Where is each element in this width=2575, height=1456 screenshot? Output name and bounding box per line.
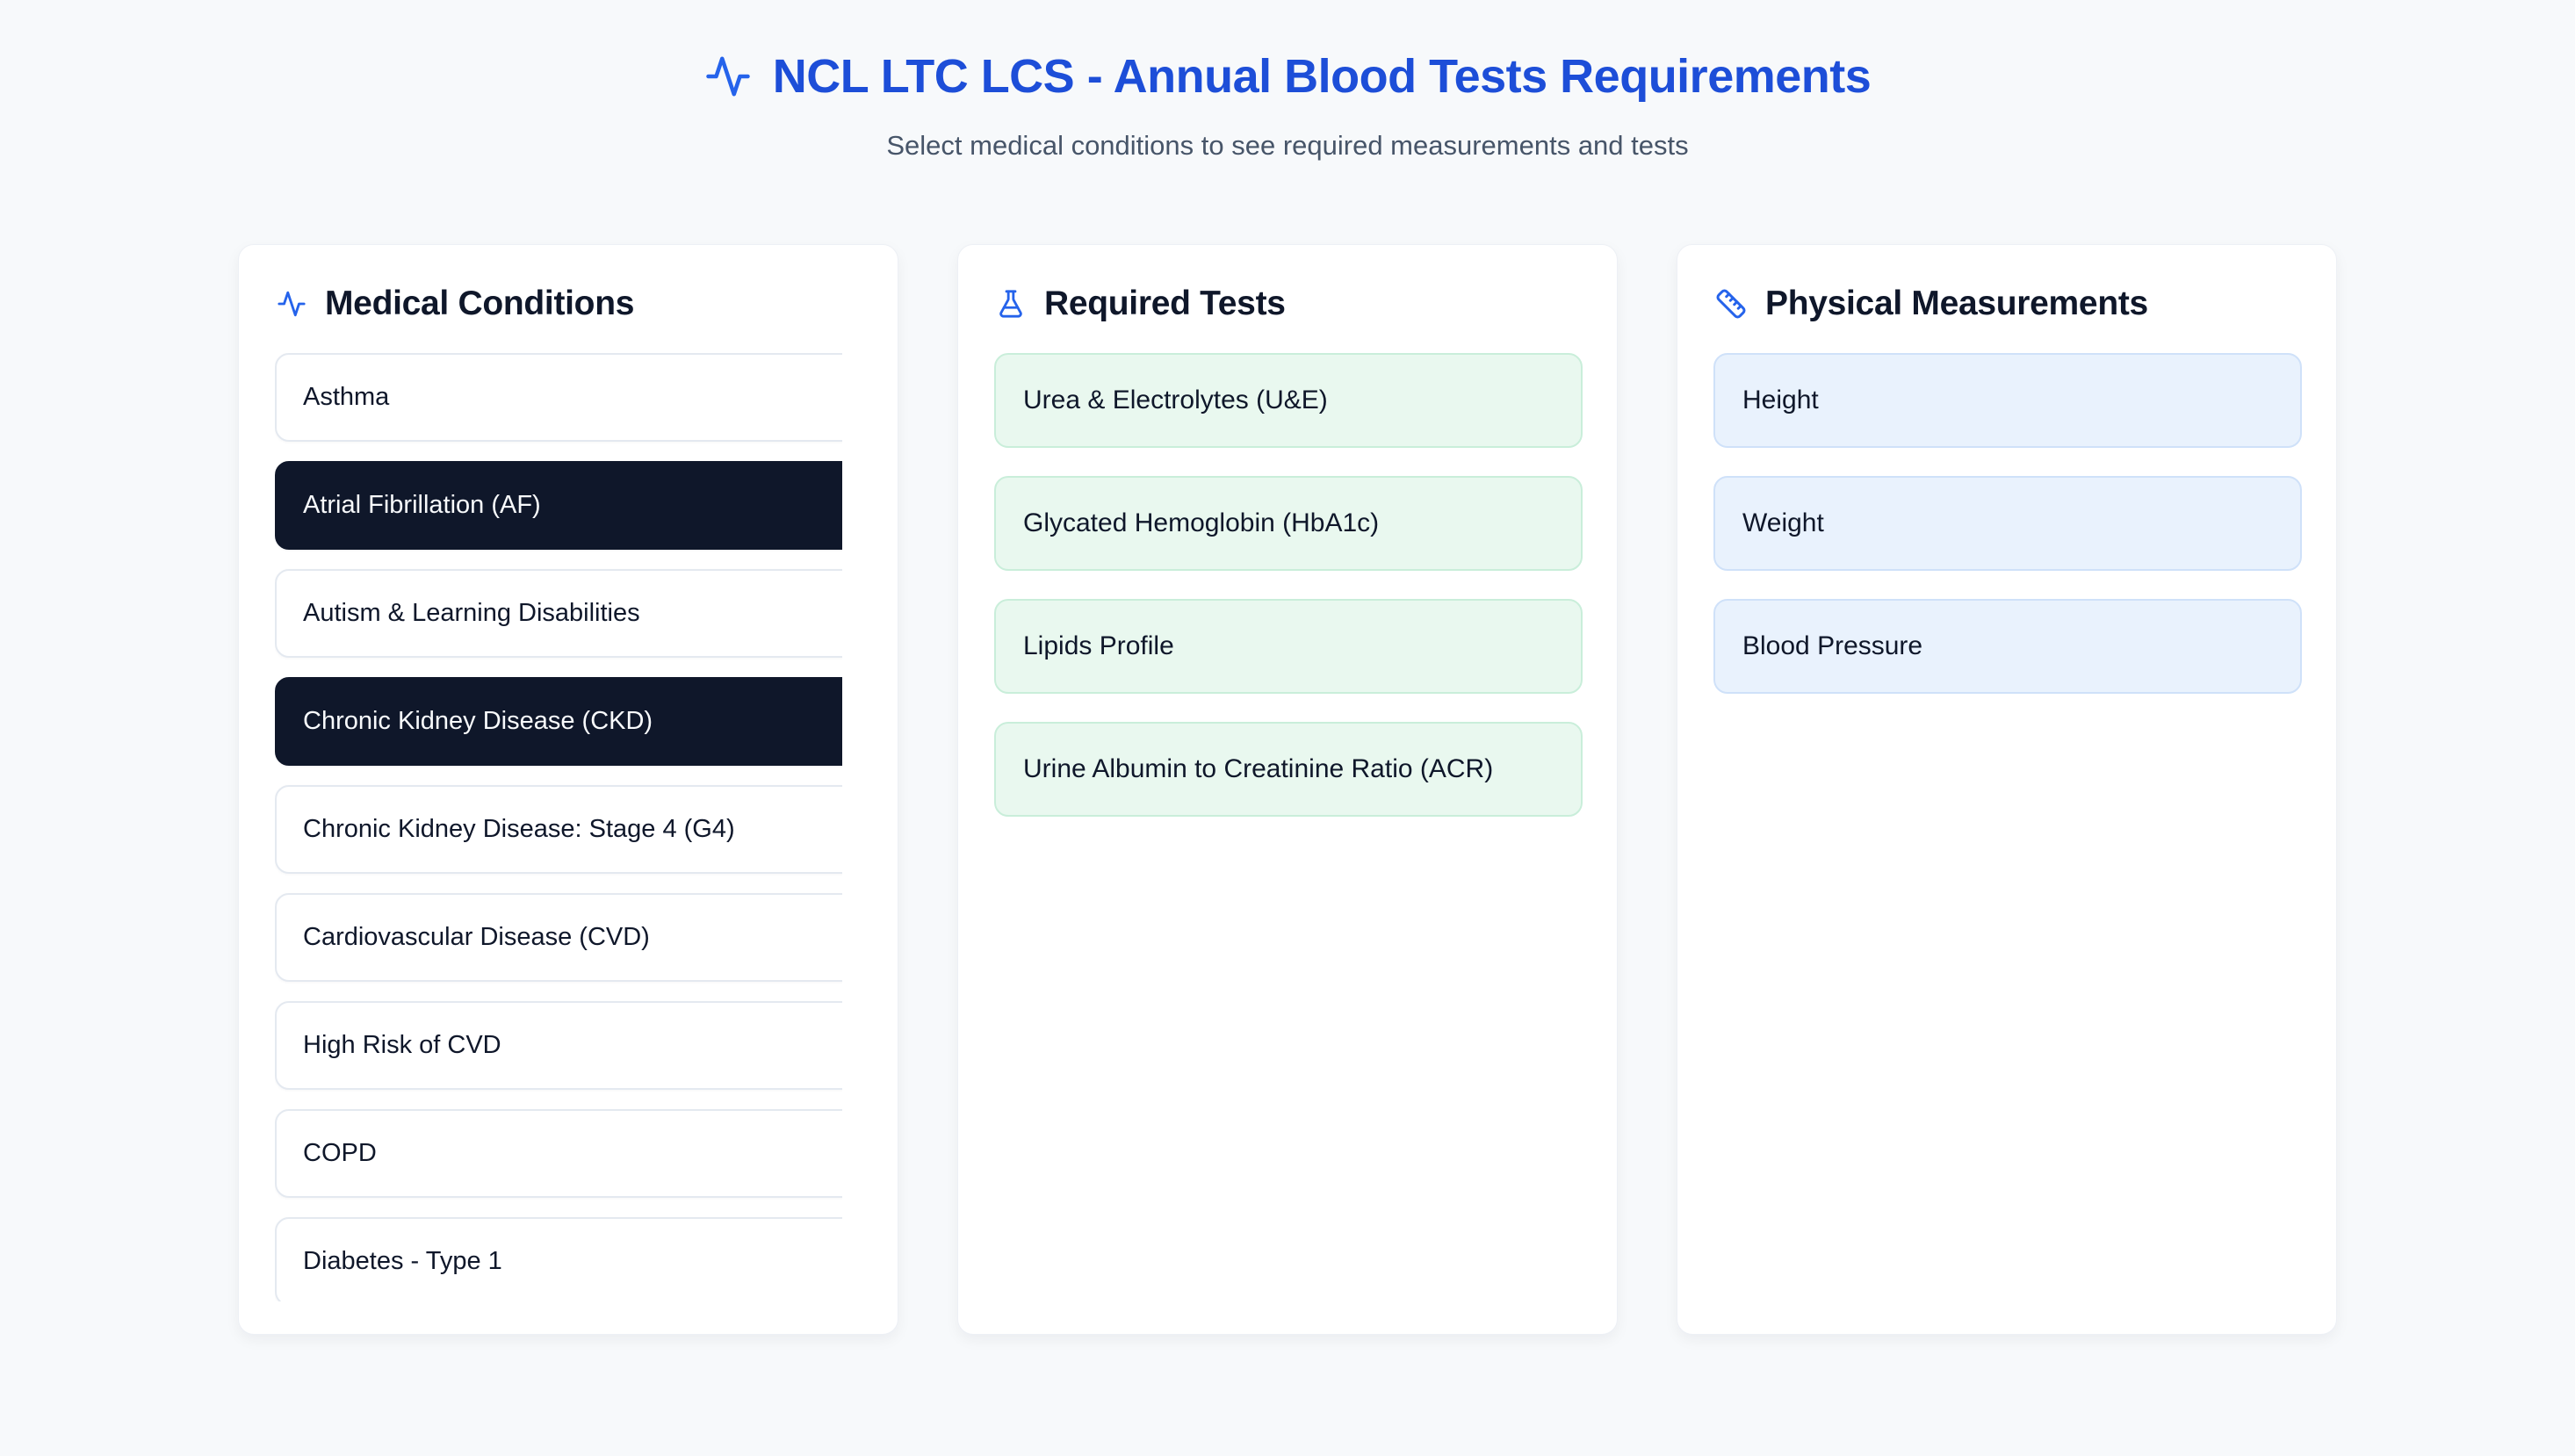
page-subtitle: Select medical conditions to see require… bbox=[886, 130, 1689, 161]
condition-item[interactable]: Cardiovascular Disease (CVD) bbox=[275, 893, 842, 982]
measurements-list: Height Weight Blood Pressure bbox=[1713, 353, 2302, 694]
measurement-item[interactable]: Weight bbox=[1713, 476, 2302, 571]
condition-item[interactable]: High Risk of CVD bbox=[275, 1001, 842, 1090]
condition-item[interactable]: Diabetes - Type 1 bbox=[275, 1217, 842, 1301]
panel-title-physical-measurements: Physical Measurements bbox=[1765, 285, 2148, 322]
panels-row: Medical Conditions Asthma Atrial Fibrilla… bbox=[0, 244, 2575, 1335]
activity-icon bbox=[705, 56, 750, 97]
condition-item[interactable]: Autism & Learning Disabilities bbox=[275, 569, 842, 658]
panel-required-tests-header: Required Tests bbox=[996, 284, 1581, 324]
condition-item[interactable]: Atrial Fibrillation (AF) bbox=[275, 461, 842, 550]
title-row: NCL LTC LCS - Annual Blood Tests Require… bbox=[0, 47, 2575, 105]
panel-title-required-tests: Required Tests bbox=[1044, 285, 1286, 322]
panel-medical-conditions: Medical Conditions Asthma Atrial Fibrilla… bbox=[238, 244, 898, 1335]
panel-physical-measurements: Physical Measurements Height Weight Blood … bbox=[1677, 244, 2337, 1335]
condition-item[interactable]: Chronic Kidney Disease: Stage 4 (G4) bbox=[275, 785, 842, 874]
condition-item[interactable]: Asthma bbox=[275, 353, 842, 442]
test-item[interactable]: Glycated Hemoglobin (HbA1c) bbox=[994, 476, 1583, 571]
tests-list: Urea & Electrolytes (U&E) Glycated Hemogl… bbox=[994, 353, 1583, 817]
panel-required-tests: Required Tests Urea & Electrolytes (U&E)… bbox=[957, 244, 1618, 1335]
test-item[interactable]: Urine Albumin to Creatinine Ratio (ACR) bbox=[994, 722, 1583, 817]
page-header: NCL LTC LCS - Annual Blood Tests Require… bbox=[0, 0, 2575, 163]
test-item[interactable]: Urea & Electrolytes (U&E) bbox=[994, 353, 1583, 448]
panel-title-medical-conditions: Medical Conditions bbox=[325, 285, 635, 322]
flask-icon bbox=[999, 290, 1022, 318]
panel-physical-measurements-header: Physical Measurements bbox=[1715, 284, 2300, 324]
page-title: NCL LTC LCS - Annual Blood Tests Require… bbox=[772, 50, 1872, 103]
test-item[interactable]: Lipids Profile bbox=[994, 599, 1583, 694]
activity-icon bbox=[278, 291, 306, 317]
panel-medical-conditions-header: Medical Conditions bbox=[277, 284, 862, 324]
ruler-icon bbox=[1716, 289, 1746, 319]
condition-item[interactable]: COPD bbox=[275, 1109, 842, 1198]
measurement-item[interactable]: Blood Pressure bbox=[1713, 599, 2302, 694]
condition-item[interactable]: Chronic Kidney Disease (CKD) bbox=[275, 677, 842, 766]
conditions-list: Asthma Atrial Fibrillation (AF) Autism & L… bbox=[275, 353, 842, 1301]
measurement-item[interactable]: Height bbox=[1713, 353, 2302, 448]
